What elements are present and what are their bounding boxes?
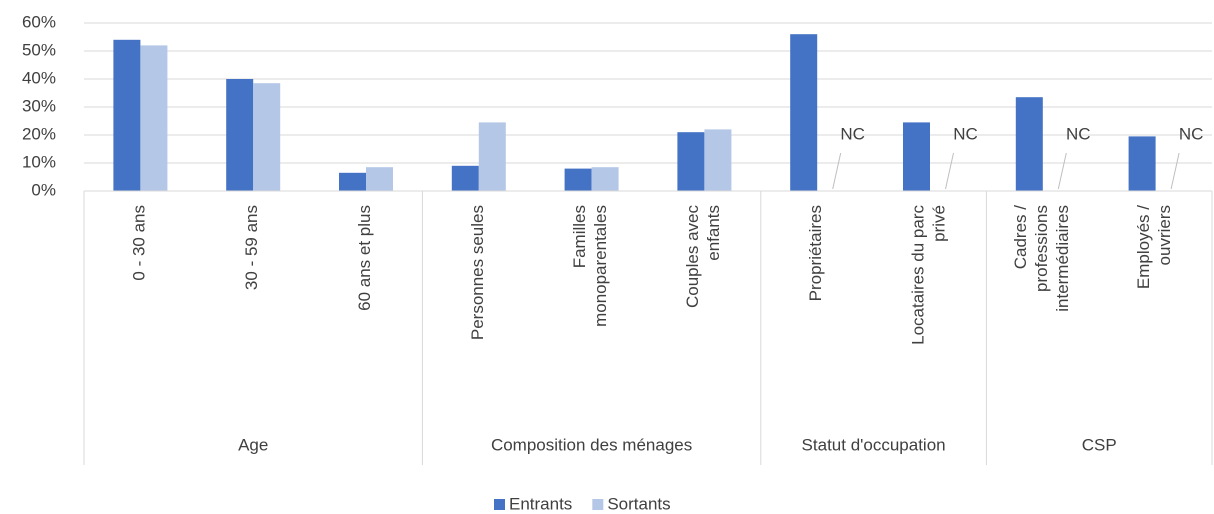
bar — [903, 122, 930, 191]
y-tick-label: 20% — [22, 124, 56, 143]
x-tick-label: Cadres / professions intermédiaires — [1011, 205, 1072, 312]
x-tick-label: Personnes seules — [468, 205, 487, 340]
y-tick-label: 30% — [22, 96, 56, 115]
bar — [451, 165, 479, 191]
y-tick-label: 10% — [22, 152, 56, 171]
x-tick-label: 30 - 59 ans — [243, 205, 262, 290]
bar — [1128, 136, 1156, 191]
data-label: NC — [840, 124, 865, 143]
x-tick-label: Couples avec enfants — [683, 205, 723, 309]
legend-swatch — [494, 499, 505, 510]
label-leader — [1057, 152, 1067, 190]
x-tick-label: Employés / ouvriers — [1135, 205, 1175, 289]
legend-label: Entrants — [509, 494, 572, 513]
label-leader — [945, 152, 954, 190]
y-tick-label: 0% — [31, 180, 56, 199]
x-tick-label: 0 - 30 ans — [130, 205, 149, 281]
bar — [478, 122, 506, 191]
bar — [140, 45, 168, 192]
x-tick-label: Locataires du parc privé — [909, 205, 949, 345]
y-tick-label: 50% — [22, 40, 56, 59]
label-leader — [832, 152, 842, 190]
bar — [113, 39, 141, 191]
bar — [253, 83, 281, 191]
bar — [339, 172, 366, 191]
bar — [226, 79, 254, 191]
bar — [1015, 97, 1043, 191]
group-label: Age — [238, 435, 268, 454]
bar — [366, 167, 393, 191]
legend-label: Sortants — [607, 494, 670, 513]
group-label: Statut d'occupation — [802, 435, 946, 454]
y-tick-label: 60% — [22, 12, 56, 31]
bar — [677, 132, 705, 191]
x-tick-label: 60 ans et plus — [355, 205, 374, 311]
bar — [591, 167, 619, 191]
group-label: Composition des ménages — [491, 435, 692, 454]
x-tick-label: Propriétaires — [807, 205, 826, 301]
data-label: NC — [1066, 124, 1091, 143]
data-label: NC — [1179, 124, 1204, 143]
legend-swatch — [592, 499, 604, 510]
bar — [790, 34, 818, 192]
bar — [704, 129, 732, 191]
group-label: CSP — [1082, 435, 1117, 454]
data-label: NC — [953, 124, 978, 143]
x-tick-label: Familles monoparentales — [571, 205, 611, 327]
label-leader — [1170, 152, 1180, 190]
y-tick-label: 40% — [22, 68, 56, 87]
bar — [564, 168, 592, 191]
